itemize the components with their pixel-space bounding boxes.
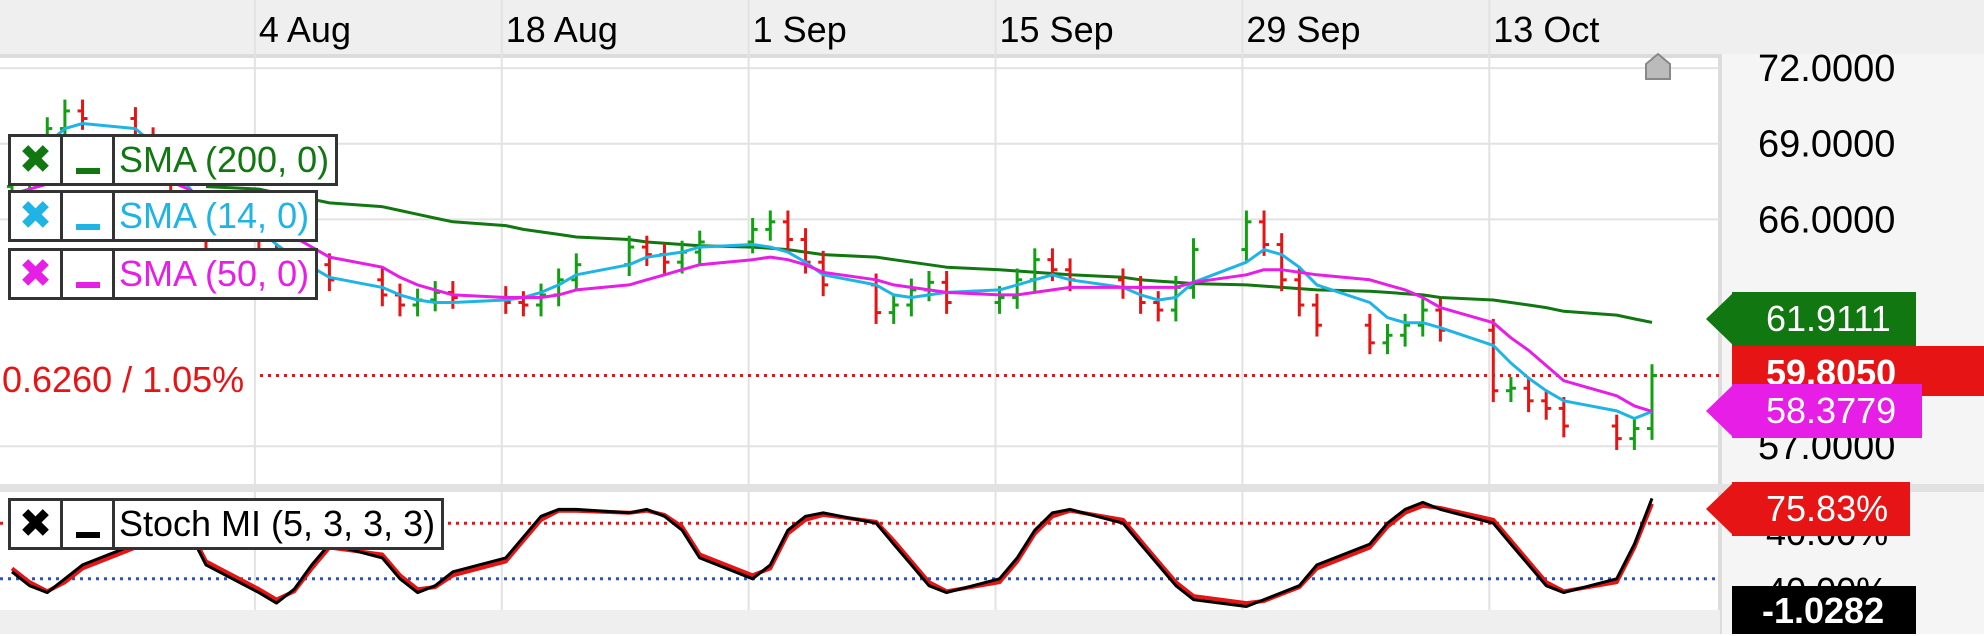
price-axis-label: 66.0000	[1758, 199, 1895, 241]
scroll-home-icon[interactable]	[1645, 52, 1671, 80]
time-axis-label: 13 Oct	[1493, 9, 1599, 50]
remove-sma-200-close-icon[interactable]: ✖	[11, 137, 63, 183]
time-axis-label: 4 Aug	[259, 9, 351, 50]
bottom-scroll-bar[interactable]	[0, 610, 1720, 634]
minimize-sma-14-icon[interactable]	[63, 193, 115, 239]
time-axis-label: 15 Sep	[1000, 9, 1114, 50]
remove-sma-50-close-icon[interactable]: ✖	[11, 251, 63, 297]
sma-200-legend: ✖ SMA (200, 0)	[8, 134, 339, 186]
time-axis-label: 18 Aug	[506, 9, 618, 50]
tag-pointer	[1706, 384, 1734, 438]
stoch-main-line	[11, 497, 1654, 608]
remove-sma-14-close-icon[interactable]: ✖	[11, 193, 63, 239]
sma-14-legend: ✖ SMA (14, 0)	[8, 190, 319, 242]
sma-200-value-tag: 61.9111	[1732, 292, 1916, 346]
stoch-label: Stoch MI (5, 3, 3, 3)	[119, 503, 436, 544]
time-axis-label: 29 Sep	[1246, 9, 1360, 50]
sma-14-label: SMA (14, 0)	[119, 195, 310, 236]
minimize-stoch-icon[interactable]	[63, 501, 115, 547]
stoch-legend: ✖ Stoch MI (5, 3, 3, 3)	[8, 498, 445, 550]
stoch-value-tag: 75.83%	[1732, 482, 1910, 536]
time-axis-bar	[0, 0, 1984, 54]
sma-50-value-tag: 58.3779	[1732, 384, 1922, 438]
price-tags	[1706, 292, 1734, 536]
sma-200-label: SMA (200, 0)	[119, 139, 330, 180]
sma-200-line	[205, 185, 1653, 324]
stoch-signal-line	[10, 503, 1654, 606]
pane-divider[interactable]	[0, 484, 1984, 492]
time-axis-labels: 4 Aug 18 Aug 1 Sep 15 Sep 29 Sep 13 Oct	[259, 9, 1599, 50]
lower-value-tag: -1.0282	[1732, 586, 1916, 634]
stochastic-pane	[0, 497, 1720, 608]
remove-stoch-close-icon[interactable]: ✖	[11, 501, 63, 547]
price-axis-label: 69.0000	[1758, 124, 1895, 166]
tag-pointer	[1706, 482, 1734, 536]
minimize-sma-50-icon[interactable]	[63, 251, 115, 297]
minimize-sma-200-icon[interactable]	[63, 137, 115, 183]
sma200-path	[205, 185, 1653, 324]
tag-pointer	[1706, 292, 1734, 346]
sma-50-label: SMA (50, 0)	[119, 253, 310, 294]
time-axis-label: 1 Sep	[753, 9, 847, 50]
sma-50-legend: ✖ SMA (50, 0)	[8, 248, 319, 300]
price-axis-label: 72.0000	[1758, 48, 1895, 90]
price-change-label: 0.6260 / 1.05%	[2, 359, 244, 400]
